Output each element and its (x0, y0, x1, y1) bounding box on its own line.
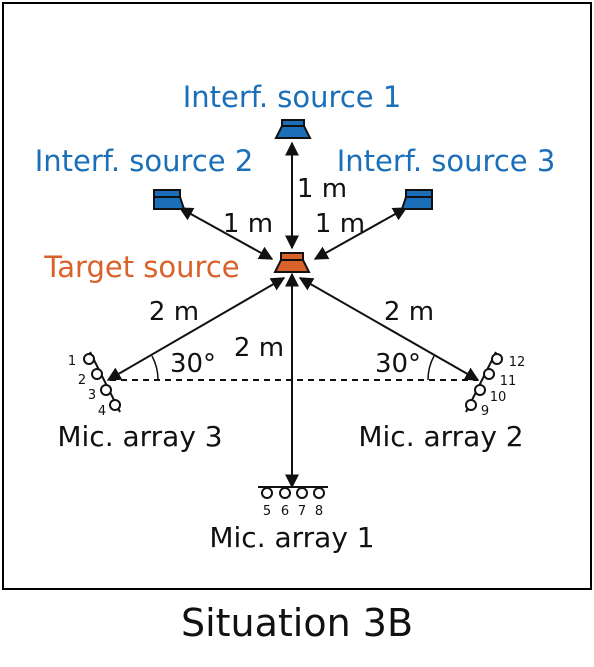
mic-array-2-label: Mic. array 2 (358, 420, 523, 453)
distance-interf2-target: 1 m (223, 209, 273, 239)
mic-number: 10 (490, 390, 507, 405)
mic-number: 1 (68, 354, 76, 369)
distance-target-array2: 2 m (384, 297, 434, 327)
distance-target-array3: 2 m (149, 297, 199, 327)
distance-target-array1: 2 m (234, 333, 284, 363)
distance-interf1-target: 1 m (297, 174, 347, 204)
angle-arc-array3 (151, 355, 159, 381)
mic-number: 5 (263, 504, 271, 519)
mic-array-1-label: Mic. array 1 (209, 521, 374, 554)
interf-source-3-icon (400, 189, 433, 210)
mic-number: 9 (481, 404, 489, 419)
interf-source-2-icon (153, 189, 186, 210)
target-source-label: Target source (43, 250, 239, 284)
arrow-target-array2 (298, 277, 480, 381)
mic-number: 4 (98, 404, 106, 419)
arrow-interf3-target (313, 207, 408, 260)
angle-arc-array2 (427, 355, 435, 381)
distance-interf3-target: 1 m (315, 209, 365, 239)
interf-source-1-icon (274, 119, 312, 139)
interf-source-2-label: Interf. source 2 (35, 144, 254, 178)
angle-label-array3: 30° (170, 349, 216, 379)
mic-array-1-icon (258, 486, 328, 499)
mic-array-3-icon (83, 351, 121, 413)
diagram-frame (2, 2, 592, 590)
mic-array-2-icon (465, 351, 503, 413)
mic-number: 6 (281, 504, 289, 519)
mic-number: 7 (298, 504, 306, 519)
mic-number: 12 (509, 355, 526, 370)
interf-source-3-label: Interf. source 3 (337, 144, 556, 178)
mic-number: 11 (500, 374, 517, 389)
arrow-target-array3 (106, 277, 286, 381)
figure-caption: Situation 3B (181, 601, 413, 645)
mic-number: 3 (88, 388, 96, 403)
target-source-icon (273, 252, 311, 273)
angle-label-array2: 30° (375, 349, 421, 379)
mic-array-3-label: Mic. array 3 (57, 420, 222, 453)
arrow-interf2-target (178, 207, 274, 260)
mic-number: 8 (315, 504, 323, 519)
mic-number: 2 (78, 373, 86, 388)
interf-source-1-label: Interf. source 1 (183, 80, 402, 114)
